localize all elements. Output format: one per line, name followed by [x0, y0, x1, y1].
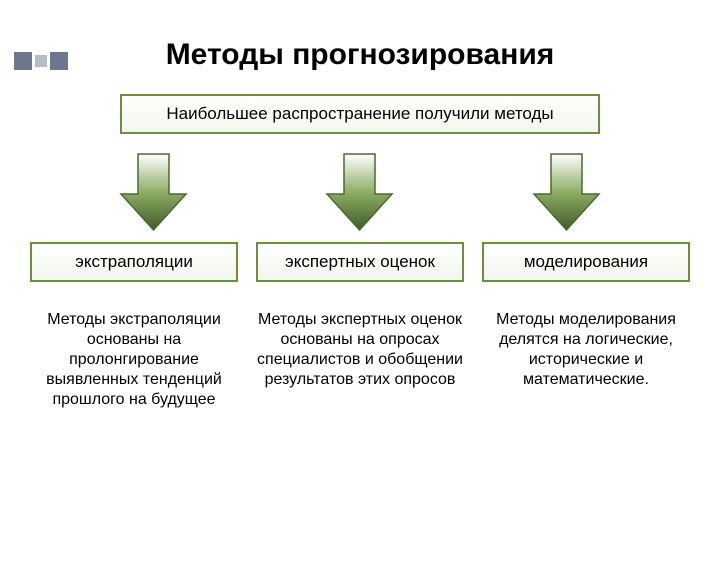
method-desc-modeling: Методы моделирования делятся на логическ… — [482, 310, 690, 410]
arrow-down — [116, 152, 191, 232]
method-label: экстраполяции — [75, 252, 193, 271]
method-box-modeling: моделирования — [482, 242, 690, 282]
corner-decoration — [14, 52, 68, 70]
descriptions-row: Методы экстраполяции основаны на пролонг… — [30, 310, 690, 410]
method-label: моделирования — [524, 252, 648, 271]
arrow-down — [322, 152, 397, 232]
decor-square — [50, 52, 68, 70]
subtitle-box: Наибольшее распространение получили мето… — [120, 94, 600, 134]
method-label: экспертных оценок — [285, 252, 435, 271]
method-box-expert: экспертных оценок — [256, 242, 464, 282]
subtitle-text: Наибольшее распространение получили мето… — [166, 104, 553, 123]
arrows-row — [50, 152, 670, 232]
method-desc-expert: Методы экспертных оценок основаны на опр… — [256, 310, 464, 410]
decor-square — [14, 52, 32, 70]
page-title: Методы прогнозирования — [0, 38, 720, 72]
arrow-down — [529, 152, 604, 232]
method-box-extrapolation: экстраполяции — [30, 242, 238, 282]
method-desc-extrapolation: Методы экстраполяции основаны на пролонг… — [30, 310, 238, 410]
method-boxes-row: экстраполяции экспертных оценок моделиро… — [30, 242, 690, 282]
decor-square — [35, 55, 47, 67]
